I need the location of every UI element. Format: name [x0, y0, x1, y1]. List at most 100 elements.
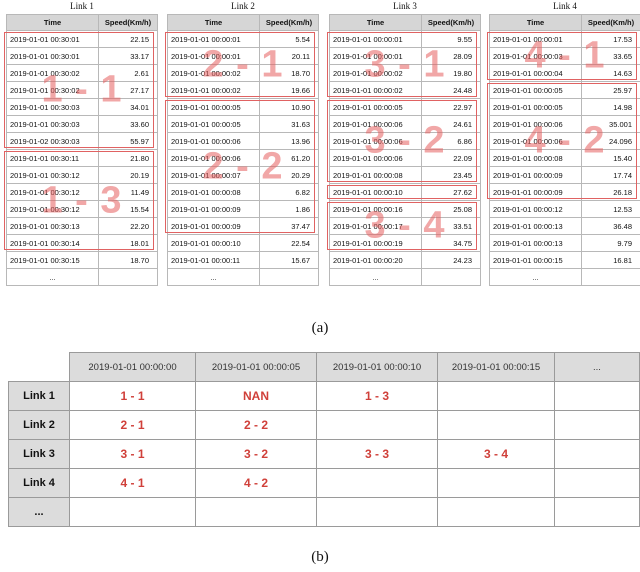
table-row: 2019-01-01 00:00:08 6.82	[167, 183, 319, 201]
time-cell: 2019-01-01 00:00:05	[489, 81, 582, 99]
table-row: 2019-01-01 00:00:08 23.45	[329, 166, 481, 184]
table-row: 2019-01-01 00:00:02 18.70	[167, 64, 319, 82]
table-row: 2019-01-01 00:30:01 33.17	[6, 47, 158, 65]
grid-corner	[8, 352, 70, 382]
time-cell: 2019-01-01 00:30:13	[6, 217, 99, 235]
speed-cell: 28.09	[421, 47, 481, 65]
time-cell: 2019-01-01 00:00:12	[489, 200, 582, 218]
grid-cell: 1 - 1	[69, 381, 196, 411]
table-row: 2019-01-01 00:00:05 25.97	[489, 81, 640, 99]
table-row: 2019-01-01 00:30:03 33.60	[6, 115, 158, 133]
speed-cell: 5.54	[259, 30, 319, 48]
time-cell: 2019-01-01 00:00:10	[167, 234, 260, 252]
table-row: 2019-01-01 00:00:15 16.81	[489, 251, 640, 269]
speed-cell: 37.47	[259, 217, 319, 235]
speed-cell: 27.62	[421, 183, 481, 201]
empty-cell	[98, 268, 158, 286]
table-row: 2019-01-01 00:00:10 27.62	[329, 183, 481, 201]
time-cell: 2019-01-01 00:00:05	[167, 98, 260, 116]
time-header: Time	[6, 14, 99, 31]
link-title: Link 2	[231, 1, 255, 11]
time-cell: 2019-01-01 00:30:02	[6, 81, 99, 99]
grid-row: ...	[8, 497, 640, 527]
speed-cell: 14.63	[581, 64, 640, 82]
speed-cell: 18.70	[259, 64, 319, 82]
ellipsis-cell: ...	[167, 268, 260, 286]
table-row: 2019-01-01 00:30:12 11.49	[6, 183, 158, 201]
speed-cell: 1.86	[259, 200, 319, 218]
link-title: Link 1	[70, 1, 94, 11]
table-row: 2019-01-01 00:00:03 33.65	[489, 47, 640, 65]
grid-cell: 1 - 3	[316, 381, 438, 411]
grid-cell	[195, 497, 317, 527]
speed-cell: 33.65	[581, 47, 640, 65]
link-table-4: Link 4 Time Speed(Km/h) 2019-01-01 00:00:01…	[489, 0, 640, 286]
time-cell: 2019-01-01 00:00:20	[329, 251, 422, 269]
time-cell: 2019-01-01 00:00:04	[489, 64, 582, 82]
ellipsis-cell: ...	[329, 268, 422, 286]
time-cell: 2019-01-01 00:30:12	[6, 166, 99, 184]
time-cell: 2019-01-01 00:00:10	[329, 183, 422, 201]
time-cell: 2019-01-01 00:00:09	[489, 183, 582, 201]
grid-cell: NAN	[195, 381, 317, 411]
table-row: 2019-01-01 00:00:01 20.11	[167, 47, 319, 65]
time-cell: 2019-01-01 00:00:03	[489, 47, 582, 65]
table-row: 2019-01-01 00:00:11 15.67	[167, 251, 319, 269]
speed-cell: 33.51	[421, 217, 481, 235]
time-cell: 2019-01-01 00:00:13	[489, 234, 582, 252]
grid-cell: 3 - 1	[69, 439, 196, 469]
speed-cell: 20.19	[98, 166, 158, 184]
speed-cell: 55.97	[98, 132, 158, 150]
speed-cell: 27.17	[98, 81, 158, 99]
ellipsis-cell: ...	[6, 268, 99, 286]
table-row: 2019-01-01 00:00:09 37.47	[167, 217, 319, 235]
grid-cell	[316, 497, 438, 527]
speed-cell: 35.001	[581, 115, 640, 133]
table-row: 2019-01-01 00:00:09 17.74	[489, 166, 640, 184]
link-title: Link 3	[393, 1, 417, 11]
table-row: 2019-01-01 00:30:14 18.01	[6, 234, 158, 252]
table-row: 2019-01-01 00:00:19 34.75	[329, 234, 481, 252]
speed-cell: 23.45	[421, 166, 481, 184]
speed-cell: 6.82	[259, 183, 319, 201]
speed-cell: 15.54	[98, 200, 158, 218]
speed-cell: 22.97	[421, 98, 481, 116]
time-cell: 2019-01-02 00:30:03	[6, 132, 99, 150]
grid-column-header: 2019-01-01 00:00:05	[195, 352, 317, 382]
panel-b-grid: 2019-01-01 00:00:00 2019-01-01 00:00:05 20…	[8, 352, 640, 527]
grid-cell	[316, 410, 438, 440]
time-cell: 2019-01-01 00:00:02	[329, 64, 422, 82]
speed-cell: 24.48	[421, 81, 481, 99]
time-cell: 2019-01-01 00:00:06	[167, 132, 260, 150]
time-cell: 2019-01-01 00:30:01	[6, 30, 99, 48]
time-cell: 2019-01-01 00:30:02	[6, 64, 99, 82]
table-row: 2019-01-01 00:00:13 9.79	[489, 234, 640, 252]
time-cell: 2019-01-01 00:00:08	[329, 166, 422, 184]
speed-cell: 24.23	[421, 251, 481, 269]
time-cell: 2019-01-01 00:00:06	[489, 132, 582, 150]
speed-header: Speed(Km/h)	[259, 14, 319, 31]
speed-cell: 33.17	[98, 47, 158, 65]
time-cell: 2019-01-01 00:00:06	[329, 132, 422, 150]
speed-cell: 11.49	[98, 183, 158, 201]
time-cell: 2019-01-01 00:00:08	[167, 183, 260, 201]
grid-column-header: 2019-01-01 00:00:00	[69, 352, 196, 382]
table-row: 2019-01-01 00:00:13 36.48	[489, 217, 640, 235]
grid-cell	[554, 468, 640, 498]
grid-cell: 2 - 2	[195, 410, 317, 440]
empty-cell	[259, 268, 319, 286]
grid-cell: 3 - 2	[195, 439, 317, 469]
speed-cell: 17.53	[581, 30, 640, 48]
time-header: Time	[489, 14, 582, 31]
grid-cell	[437, 497, 555, 527]
time-cell: 2019-01-01 00:00:01	[329, 47, 422, 65]
grid-cell: 3 - 3	[316, 439, 438, 469]
link-table-2: Link 2 Time Speed(Km/h) 2019-01-01 00:00:01…	[167, 0, 319, 286]
table-row: 2019-01-01 00:30:01 22.15	[6, 30, 158, 48]
table-row: 2019-01-01 00:30:03 34.01	[6, 98, 158, 116]
speed-cell: 20.29	[259, 166, 319, 184]
